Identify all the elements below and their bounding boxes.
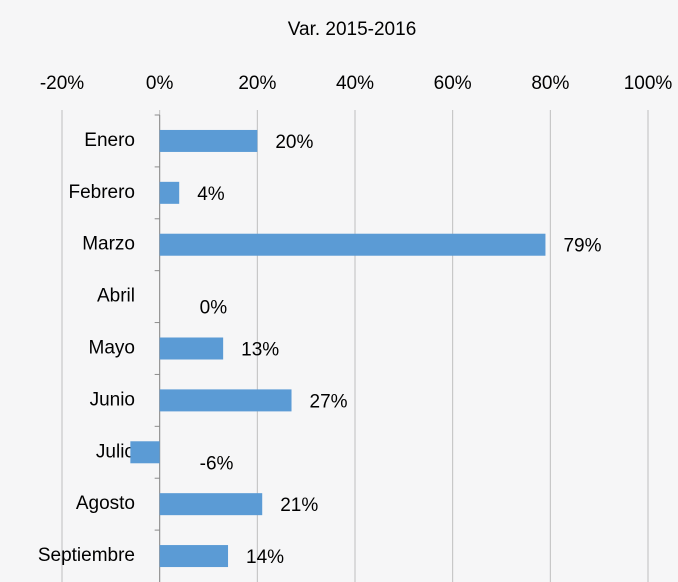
chart-title: Var. 2015-2016 <box>288 19 417 40</box>
data-label: 79% <box>563 236 601 257</box>
bar <box>159 233 546 256</box>
x-tick-label: 60% <box>434 73 472 94</box>
data-label: 20% <box>275 132 313 153</box>
y-tick-label: Febrero <box>68 182 135 203</box>
data-label: 14% <box>246 547 284 568</box>
data-label: -6% <box>200 453 234 474</box>
x-tick-label: 0% <box>146 73 174 94</box>
x-tick-label: 100% <box>624 73 673 94</box>
y-tick-label: Julio <box>96 441 135 462</box>
x-tick-label: 20% <box>238 73 276 94</box>
x-tick-label: -20% <box>40 73 84 94</box>
x-tick-label: 80% <box>531 73 569 94</box>
bar <box>159 181 180 204</box>
y-tick-label: Junio <box>90 389 135 410</box>
data-label: 13% <box>241 340 279 361</box>
bar <box>159 129 258 152</box>
x-tick-label: 40% <box>336 73 374 94</box>
y-tick-label: Septiembre <box>38 545 135 566</box>
data-label: 0% <box>200 298 228 319</box>
bar <box>159 545 229 568</box>
data-label: 27% <box>310 391 348 412</box>
bar <box>159 337 224 360</box>
y-tick-label: Enero <box>84 130 135 151</box>
data-label: 4% <box>197 184 225 205</box>
y-tick-label: Marzo <box>82 234 135 255</box>
y-tick-label: Abril <box>97 286 135 307</box>
bar <box>130 441 160 464</box>
data-label: 21% <box>280 495 318 516</box>
bar <box>159 493 263 516</box>
bar <box>159 389 292 412</box>
y-tick-label: Mayo <box>89 338 135 359</box>
y-tick-label: Agosto <box>76 493 135 514</box>
